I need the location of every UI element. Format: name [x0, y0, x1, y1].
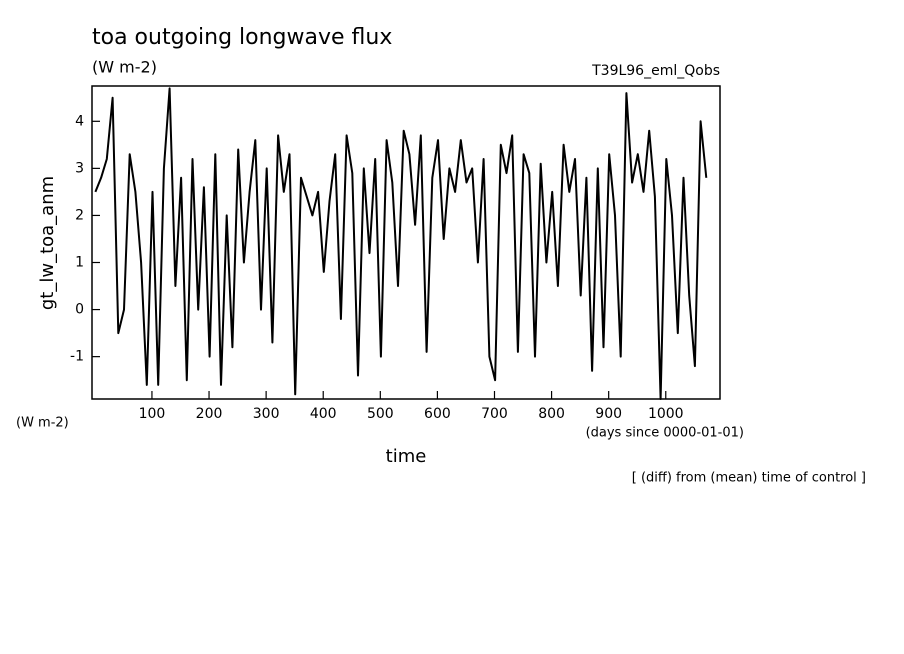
x-tick-label: 500: [367, 406, 394, 422]
x-tick-label: 700: [481, 406, 508, 422]
y-tick-label: 1: [75, 255, 84, 271]
x-tick-label: 200: [196, 406, 223, 422]
x-unit: (days since 0000-01-01): [586, 426, 744, 441]
data-line: [94, 87, 708, 400]
y-tick-label: 3: [75, 160, 84, 176]
y-unit: (W m-2): [16, 416, 69, 431]
chart-title: toa outgoing longwave flux: [92, 25, 392, 50]
x-tick-label: 100: [139, 406, 166, 422]
plot-frame: [91, 85, 721, 400]
note: [ (diff) from (mean) time of control ]: [632, 471, 866, 486]
x-tick-label: 900: [595, 406, 622, 422]
x-tick-label: 300: [253, 406, 280, 422]
y-tick-label: 0: [75, 302, 84, 318]
y-axis-label: gt_lw_toa_anm: [37, 176, 58, 310]
y-tick-label: 2: [75, 207, 84, 223]
annotation: T39L96_eml_Qobs: [591, 63, 720, 79]
x-tick-label: 600: [424, 406, 451, 422]
x-tick-label: 400: [310, 406, 337, 422]
y-tick-label: 4: [75, 113, 84, 129]
x-axis-label: time: [386, 446, 427, 467]
subtitle: (W m-2): [92, 58, 157, 77]
x-tick-label: 800: [538, 406, 565, 422]
y-tick-label: -1: [70, 349, 84, 365]
x-tick-label: 1000: [648, 406, 684, 422]
